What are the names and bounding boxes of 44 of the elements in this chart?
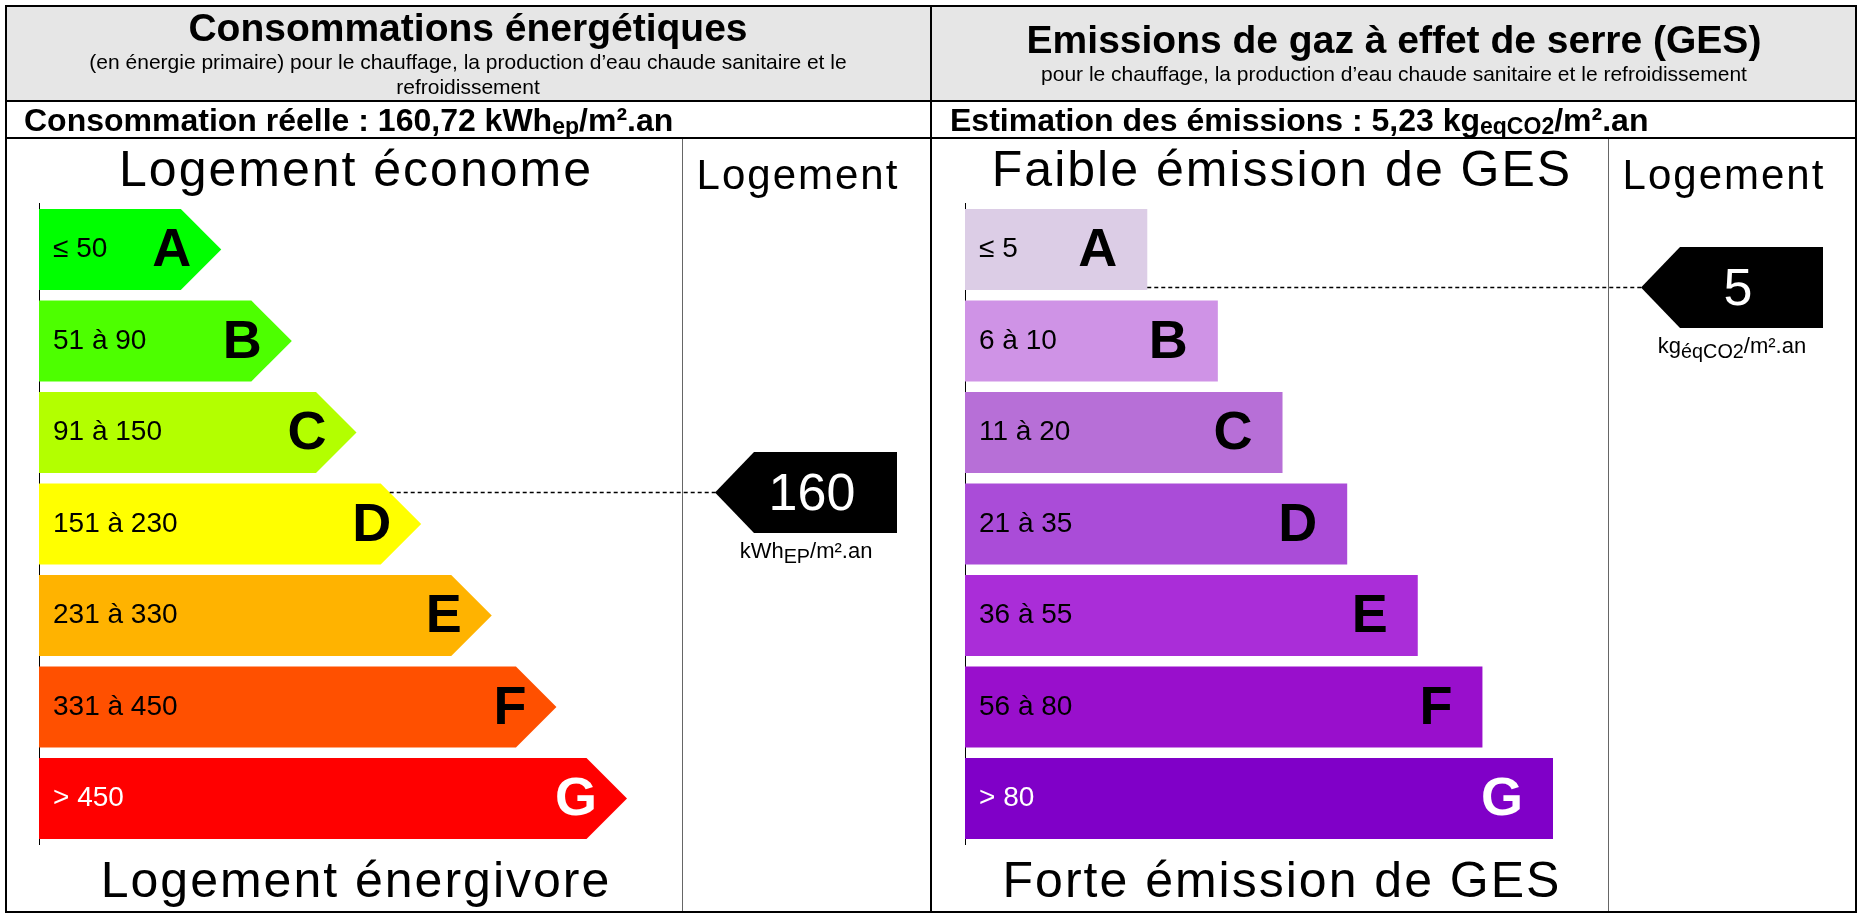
y-tick-label: 231 à 330 [53,598,178,630]
text: 160 [767,462,857,523]
y-tick-label: 6 à 10 [979,323,1057,355]
text: Logement [695,151,901,198]
annotation: E [425,583,462,644]
y-tick-label: 151 à 230 [53,506,178,538]
annotation: G [1480,766,1523,827]
text: kg$_{éqCO2}$/m².an [1656,333,1808,363]
text: Forte émission de GES [1001,852,1563,908]
annotation: E [1351,583,1388,644]
y-tick-label: 21 à 35 [979,506,1073,538]
annotation: F [493,674,527,735]
y-tick-label: 36 à 55 [979,598,1073,630]
y-tick-label: 11 à 20 [979,415,1071,447]
text: Faible émission de GES [990,141,1574,197]
text: 5 [1722,257,1754,318]
annotation: D [352,491,392,552]
annotation: F [1419,674,1453,735]
annotation: B [1148,308,1188,369]
y-tick-label: 56 à 80 [979,689,1073,721]
chart-title: Consommations énergétiques [188,5,748,49]
annotation: C [287,400,327,461]
annotation: A [152,217,192,278]
y-tick-label: > 80 [979,781,1035,813]
y-tick-label: 331 à 450 [53,689,178,721]
annotation: C [1213,400,1253,461]
text: Logement économe [118,141,594,197]
chart-subtitle: pour le chauffage, la production d’eau chaude sanitaire et le refroidissement [1041,61,1747,86]
annotation: B [222,308,262,369]
y-tick-label: > 450 [53,781,124,813]
text: kWh$_{EP}$/m².an [738,538,874,568]
annotation: D [1278,491,1318,552]
text: Consommation réelle : 160,72 kWh$_{ep}$/m².an [5,102,931,139]
annotation: G [554,766,597,827]
y-tick-label: ≤ 50 [53,232,108,264]
text: Logement énergivore [99,852,613,908]
annotation: A [1078,217,1118,278]
chart-title: Emissions de gaz à effet de serre (GES) [1026,18,1762,61]
chart-subtitle: (en énergie primaire) pour le chauffage, la production d’eau chaude sanitaire et le refroidissement [88,49,848,99]
y-tick-label: 91 à 150 [53,415,162,447]
text: Logement [1621,151,1827,198]
text: Estimation des émissions : 5,23 kg$_{eqCO2}$/m².an [931,102,1857,139]
y-tick-label: ≤ 5 [979,232,1018,264]
y-tick-label: 51 à 90 [53,323,147,355]
